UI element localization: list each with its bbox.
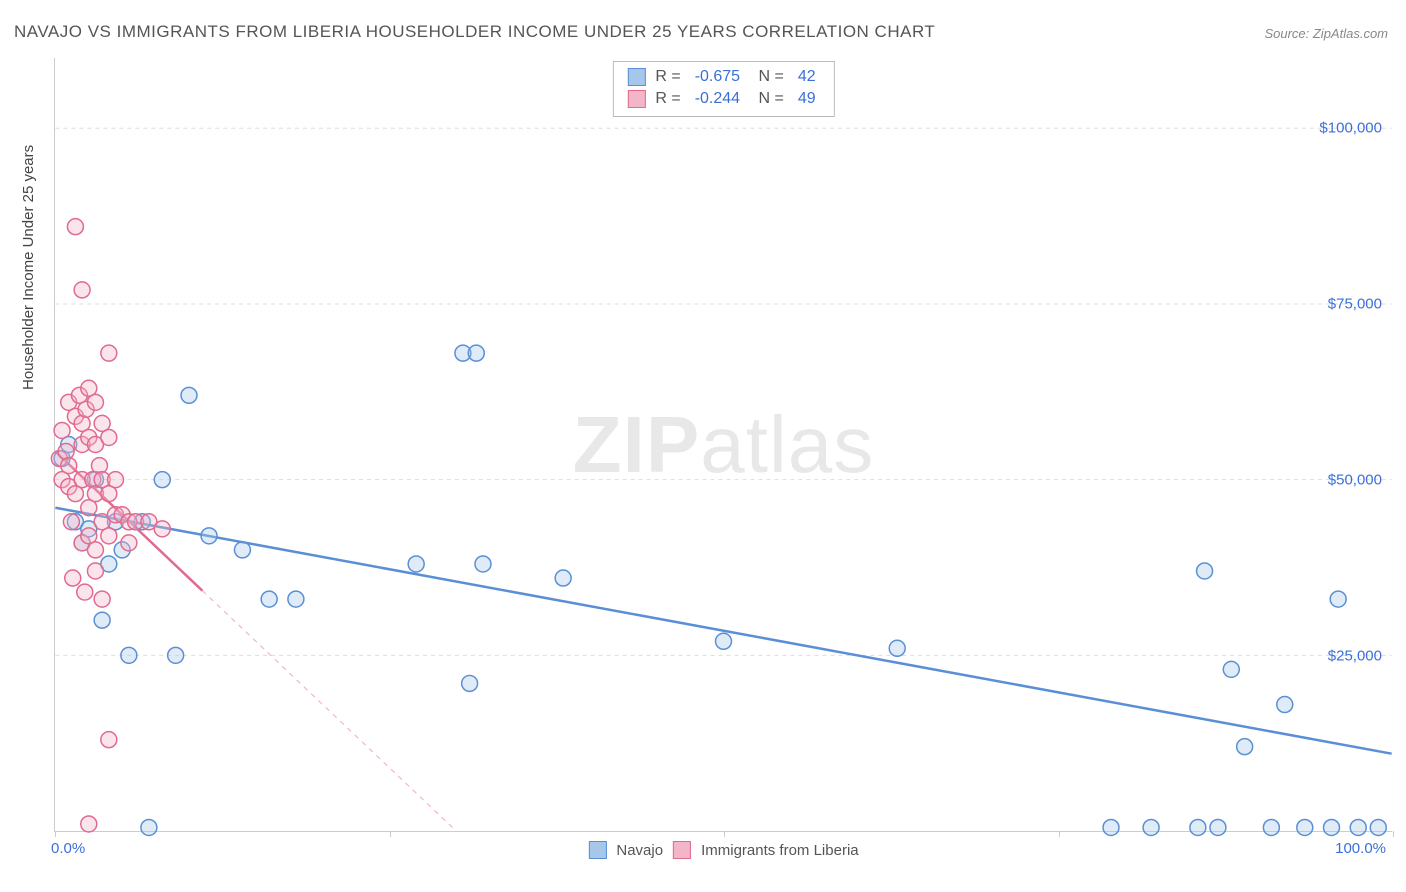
x-tick-mark: [55, 831, 56, 837]
stat-n-liberia: 49: [798, 90, 816, 108]
stat-r-label: R =: [655, 90, 680, 108]
stat-n-label: N =: [754, 68, 784, 86]
stats-row-liberia: R = -0.244 N = 49: [627, 88, 819, 110]
legend-swatch-liberia: [673, 841, 691, 859]
x-tick-label: 100.0%: [1335, 840, 1386, 857]
source-attribution: Source: ZipAtlas.com: [1264, 26, 1388, 41]
y-tick-label: $100,000: [1319, 120, 1382, 137]
swatch-liberia: [627, 90, 645, 108]
stats-legend-box: R = -0.675 N = 42 R = -0.244 N = 49: [612, 61, 834, 117]
legend-label-liberia: Immigrants from Liberia: [701, 842, 859, 859]
y-axis-label: Householder Income Under 25 years: [20, 145, 37, 390]
legend-label-navajo: Navajo: [616, 842, 663, 859]
stat-n-label: N =: [754, 90, 784, 108]
x-tick-mark: [724, 831, 725, 837]
x-tick-mark: [390, 831, 391, 837]
stat-r-label: R =: [655, 68, 680, 86]
x-tick-label: 0.0%: [51, 840, 85, 857]
chart-title: NAVAJO VS IMMIGRANTS FROM LIBERIA HOUSEH…: [14, 22, 935, 42]
stat-n-navajo: 42: [798, 68, 816, 86]
stat-r-liberia: -0.244: [695, 90, 740, 108]
plot-area: ZIPatlas R = -0.675 N = 42 R = -0.244 N …: [54, 58, 1392, 832]
y-tick-label: $50,000: [1328, 472, 1382, 489]
x-tick-mark: [1393, 831, 1394, 837]
y-tick-label: $25,000: [1328, 648, 1382, 665]
legend-bottom: Navajo Immigrants from Liberia: [588, 841, 858, 859]
chart-svg: [55, 58, 1392, 831]
y-tick-label: $75,000: [1328, 296, 1382, 313]
x-tick-mark: [1059, 831, 1060, 837]
legend-swatch-navajo: [588, 841, 606, 859]
swatch-navajo: [627, 68, 645, 86]
stats-row-navajo: R = -0.675 N = 42: [627, 66, 819, 88]
stat-r-navajo: -0.675: [695, 68, 740, 86]
